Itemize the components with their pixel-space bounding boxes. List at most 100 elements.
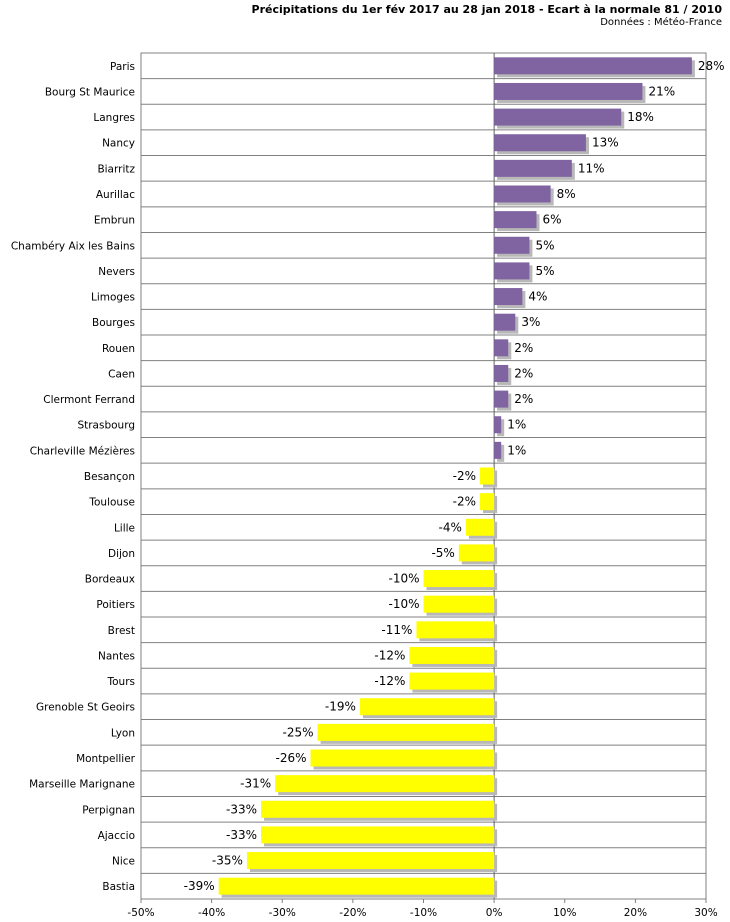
category-label: Aurillac	[96, 189, 135, 201]
category-label: Charleville Mézières	[30, 445, 135, 457]
category-label: Limoges	[91, 292, 135, 304]
x-tick-label: -30%	[269, 907, 296, 919]
bar-nantes	[409, 646, 495, 664]
value-label: 5%	[535, 264, 554, 278]
bar-toulouse	[480, 493, 495, 511]
chart-title: Précipitations du 1er fév 2017 au 28 jan…	[251, 3, 722, 16]
bar-tours	[409, 672, 495, 690]
value-label: 28%	[698, 59, 725, 73]
category-label: Strasbourg	[77, 420, 135, 432]
value-label: -33%	[226, 828, 257, 842]
bar-bordeaux	[423, 570, 495, 588]
value-label: -12%	[374, 648, 405, 662]
bar-langres	[494, 108, 622, 126]
value-label: -4%	[439, 520, 462, 534]
bar-perpignan	[261, 800, 495, 818]
category-label: Bourg St Maurice	[45, 86, 135, 98]
value-label: 5%	[535, 238, 554, 252]
bar-lyon	[317, 723, 495, 741]
bar-nice	[246, 852, 495, 870]
category-label: Bordeaux	[85, 574, 135, 586]
value-label: -19%	[325, 700, 356, 714]
value-label: 2%	[514, 392, 533, 406]
x-tick-label: -40%	[198, 907, 225, 919]
category-label: Nancy	[102, 138, 135, 150]
bar-dijon	[458, 544, 495, 562]
bar-limoges	[494, 288, 523, 306]
bar-nancy	[494, 134, 586, 152]
chart-source: Données : Météo-France	[600, 17, 722, 28]
value-label: 21%	[648, 84, 675, 98]
bar-embrun	[494, 211, 537, 229]
category-label: Lyon	[111, 727, 135, 739]
category-label: Bastia	[102, 881, 135, 893]
category-label: Biarritz	[97, 163, 135, 175]
value-label: 3%	[521, 315, 540, 329]
category-label: Caen	[108, 368, 135, 380]
value-label: -26%	[275, 751, 306, 765]
category-label: Besançon	[84, 471, 135, 483]
value-label: -39%	[184, 879, 215, 893]
value-label: -11%	[381, 623, 412, 637]
x-tick-label: -50%	[127, 907, 154, 919]
bar-poitiers	[423, 595, 495, 613]
bar-bourges	[494, 313, 516, 331]
category-label: Marseille Marignane	[29, 779, 135, 791]
value-label: -35%	[212, 854, 243, 868]
category-label: Embrun	[94, 215, 135, 227]
value-label: -25%	[283, 725, 314, 739]
bar-besan-on	[480, 467, 495, 485]
value-label: 13%	[592, 136, 619, 150]
category-label: Ajaccio	[98, 830, 135, 842]
category-label: Paris	[110, 61, 135, 73]
value-label: -10%	[388, 572, 419, 586]
bar-biarritz	[494, 159, 572, 177]
bar-strasbourg	[494, 416, 502, 434]
category-label: Perpignan	[82, 804, 135, 816]
value-label: 6%	[543, 213, 562, 227]
x-tick-label: 10%	[553, 907, 576, 919]
x-tick-label: 0%	[486, 907, 503, 919]
x-tick-label: 20%	[624, 907, 647, 919]
value-label: -5%	[431, 546, 454, 560]
category-label: Rouen	[102, 343, 135, 355]
x-tick-label: -20%	[339, 907, 366, 919]
bar-ajaccio	[261, 826, 495, 844]
value-label: -2%	[453, 495, 476, 509]
bar-bourg-st-maurice	[494, 82, 643, 100]
value-label: 2%	[514, 341, 533, 355]
category-label: Langres	[93, 112, 135, 124]
value-label: -10%	[388, 597, 419, 611]
bar-montpellier	[310, 749, 495, 767]
value-label: 11%	[578, 161, 605, 175]
category-label: Dijon	[108, 548, 135, 560]
category-label: Lille	[114, 522, 135, 534]
x-tick-label: -10%	[410, 907, 437, 919]
category-label: Chambéry Aix les Bains	[11, 240, 135, 252]
bar-rouen	[494, 339, 509, 357]
bar-brest	[416, 621, 495, 639]
bar-aurillac	[494, 185, 551, 203]
value-label: 2%	[514, 366, 533, 380]
category-label: Montpellier	[76, 753, 136, 765]
value-label: -12%	[374, 674, 405, 688]
bar-clermont-ferrand	[494, 390, 509, 408]
x-tick-label: 30%	[694, 907, 717, 919]
bar-charleville-m-zi-res	[494, 441, 502, 459]
category-label: Brest	[108, 625, 135, 637]
bar-lille	[465, 518, 495, 536]
category-label: Grenoble St Geoirs	[36, 702, 135, 714]
bar-paris	[494, 57, 692, 75]
category-label: Poitiers	[96, 599, 135, 611]
value-label: 4%	[528, 290, 547, 304]
value-label: -2%	[453, 469, 476, 483]
value-label: -31%	[240, 777, 271, 791]
bar-chamb-ry-aix-les-bains	[494, 236, 530, 254]
category-label: Toulouse	[88, 497, 135, 509]
bar-nevers	[494, 262, 530, 280]
category-label: Clermont Ferrand	[43, 394, 135, 406]
plot-frame	[140, 52, 707, 900]
value-label: 18%	[627, 110, 654, 124]
bar-bastia	[218, 877, 495, 895]
